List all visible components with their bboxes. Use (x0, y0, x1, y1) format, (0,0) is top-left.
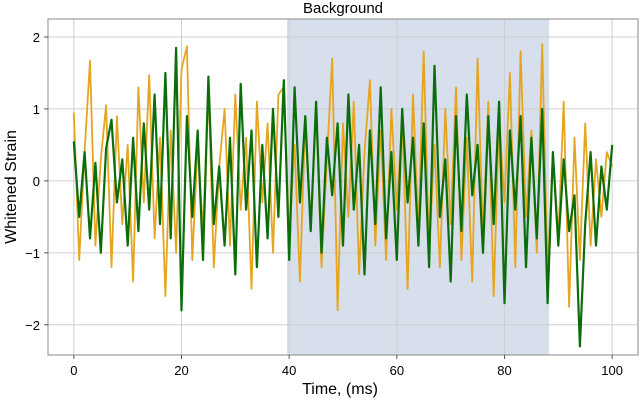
x-tick-label: 20 (174, 363, 188, 378)
series-line-1 (72, 43, 614, 312)
axes-frame (47, 18, 639, 356)
y-tick-label: 1 (33, 102, 40, 117)
y-tick-label: 0 (33, 174, 40, 189)
y-axis-label: Whitened Strain (3, 130, 20, 244)
y-tick-label: −2 (25, 318, 40, 333)
y-tick-label: 2 (33, 30, 40, 45)
x-tick-label: 100 (601, 363, 623, 378)
x-tick-label: 40 (282, 363, 296, 378)
y-tick-label: −1 (25, 246, 40, 261)
series-line-2 (72, 46, 614, 348)
x-axis-label: Time, (ms) (302, 381, 378, 398)
chart-title: Background (303, 0, 383, 17)
x-tick-label: 0 (70, 363, 77, 378)
x-tick-label: 60 (390, 363, 404, 378)
x-tick-label: 80 (497, 363, 511, 378)
